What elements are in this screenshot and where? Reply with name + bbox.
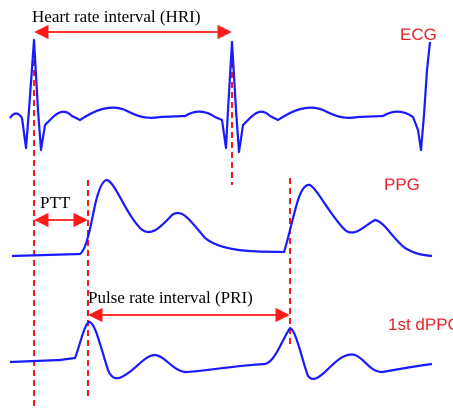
dppg-wave	[9, 320, 433, 381]
dppg-label: 1st dPPG	[388, 315, 453, 334]
ppg-wave	[11, 178, 433, 258]
pri-label: Pulse rate interval (PRI)	[88, 288, 253, 307]
ptt-label: PTT	[40, 193, 71, 212]
ecg-wave	[9, 38, 432, 154]
hri-label: Heart rate interval (HRI)	[32, 7, 201, 26]
ecg-label: ECG	[400, 25, 437, 44]
ppg-label: PPG	[384, 175, 420, 194]
